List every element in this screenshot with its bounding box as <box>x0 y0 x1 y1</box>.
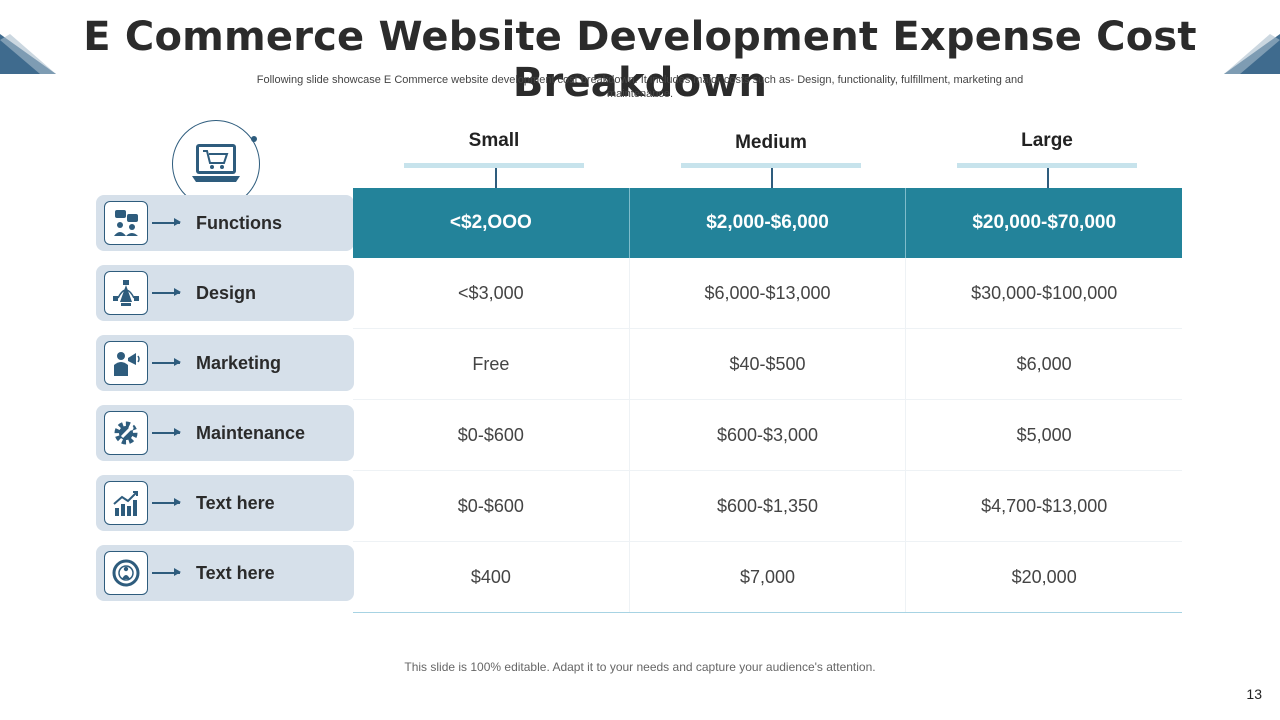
table-cell: $6,000-$13,000 <box>628 258 906 328</box>
table-row: <$3,000 $6,000-$13,000 $30,000-$100,000 <box>353 258 1182 329</box>
table-cell: $7,000 <box>628 542 906 612</box>
table-cell: $20,000 <box>905 542 1182 612</box>
table-cell: $600-$1,350 <box>628 471 906 541</box>
table-cell: $4,700-$13,000 <box>905 471 1182 541</box>
column-header-bar <box>957 163 1137 168</box>
slide-title: E Commerce Website Development Expense C… <box>83 14 1197 106</box>
table-cell: Free <box>472 353 510 374</box>
table-cell: $40-$500 <box>628 329 906 399</box>
table-cell: $20,000-$70,000 <box>905 188 1182 258</box>
vector-pen-icon <box>104 271 148 315</box>
table-cell: $30,000-$100,000 <box>905 258 1182 328</box>
row-label-marketing: Marketing <box>96 335 354 391</box>
row-label-text: Maintenance <box>196 423 306 443</box>
corner-decoration-right <box>1224 34 1280 74</box>
column-header-large: Large <box>1021 130 1073 151</box>
growth-chart-icon <box>104 481 148 525</box>
row-label-text: Marketing <box>196 353 282 373</box>
table-row: Free $40-$500 $6,000 <box>353 329 1182 400</box>
column-header-medium: Medium <box>735 132 807 153</box>
arrow-right-icon <box>152 289 181 295</box>
row-label-text: Text here <box>196 563 275 583</box>
laptop-cart-icon <box>172 120 260 208</box>
column-header-bar <box>404 163 584 168</box>
arrow-right-icon <box>152 569 181 575</box>
table-cell: $0-$600 <box>457 495 524 516</box>
row-label-text: Text here <box>196 493 275 513</box>
table-cell: $6,000 <box>905 329 1182 399</box>
table-cell: $2,000-$6,000 <box>628 188 906 258</box>
cost-table: <$2,OOO $2,000-$6,000 $20,000-$70,000 <$… <box>353 188 1182 613</box>
slide-subtitle: Following slide showcase E Commerce webs… <box>256 74 1024 100</box>
column-header-small: Small <box>468 130 520 151</box>
row-label-text: Design <box>196 283 257 303</box>
row-label-text: Functions <box>196 213 282 233</box>
arrow-right-icon <box>152 429 181 435</box>
page-number: 13 <box>1246 686 1262 702</box>
footer-note: This slide is 100% editable. Adapt it to… <box>404 660 876 674</box>
lifebuoy-person-icon <box>104 551 148 595</box>
row-label-text-here-2: Text here <box>96 545 354 601</box>
column-connector <box>771 168 773 188</box>
table-cell: $5,000 <box>905 400 1182 470</box>
table-row: $0-$600 $600-$1,350 $4,700-$13,000 <box>353 471 1182 542</box>
table-cell: $600-$3,000 <box>628 400 906 470</box>
arrow-right-icon <box>152 499 181 505</box>
table-cell: <$2,OOO <box>449 212 532 233</box>
row-label-design: Design <box>96 265 354 321</box>
gear-wrench-icon <box>104 411 148 455</box>
column-connector <box>495 168 497 188</box>
arrow-right-icon <box>152 359 181 365</box>
orbit-dot <box>251 136 257 142</box>
row-label-text-here-1: Text here <box>96 475 354 531</box>
people-chat-icon <box>104 201 148 245</box>
column-header-bar <box>681 163 861 168</box>
row-label-functions: Functions <box>96 195 354 251</box>
arrow-right-icon <box>152 219 181 225</box>
megaphone-person-icon <box>104 341 148 385</box>
column-connector <box>1047 168 1049 188</box>
table-cell: <$3,000 <box>458 282 524 303</box>
table-row: <$2,OOO $2,000-$6,000 $20,000-$70,000 <box>353 188 1182 258</box>
table-row: $0-$600 $600-$3,000 $5,000 <box>353 400 1182 471</box>
corner-decoration-left <box>0 34 56 74</box>
row-label-maintenance: Maintenance <box>96 405 354 461</box>
table-cell: $400 <box>470 566 511 587</box>
table-cell: $0-$600 <box>457 424 524 445</box>
table-row: $400 $7,000 $20,000 <box>353 542 1182 613</box>
